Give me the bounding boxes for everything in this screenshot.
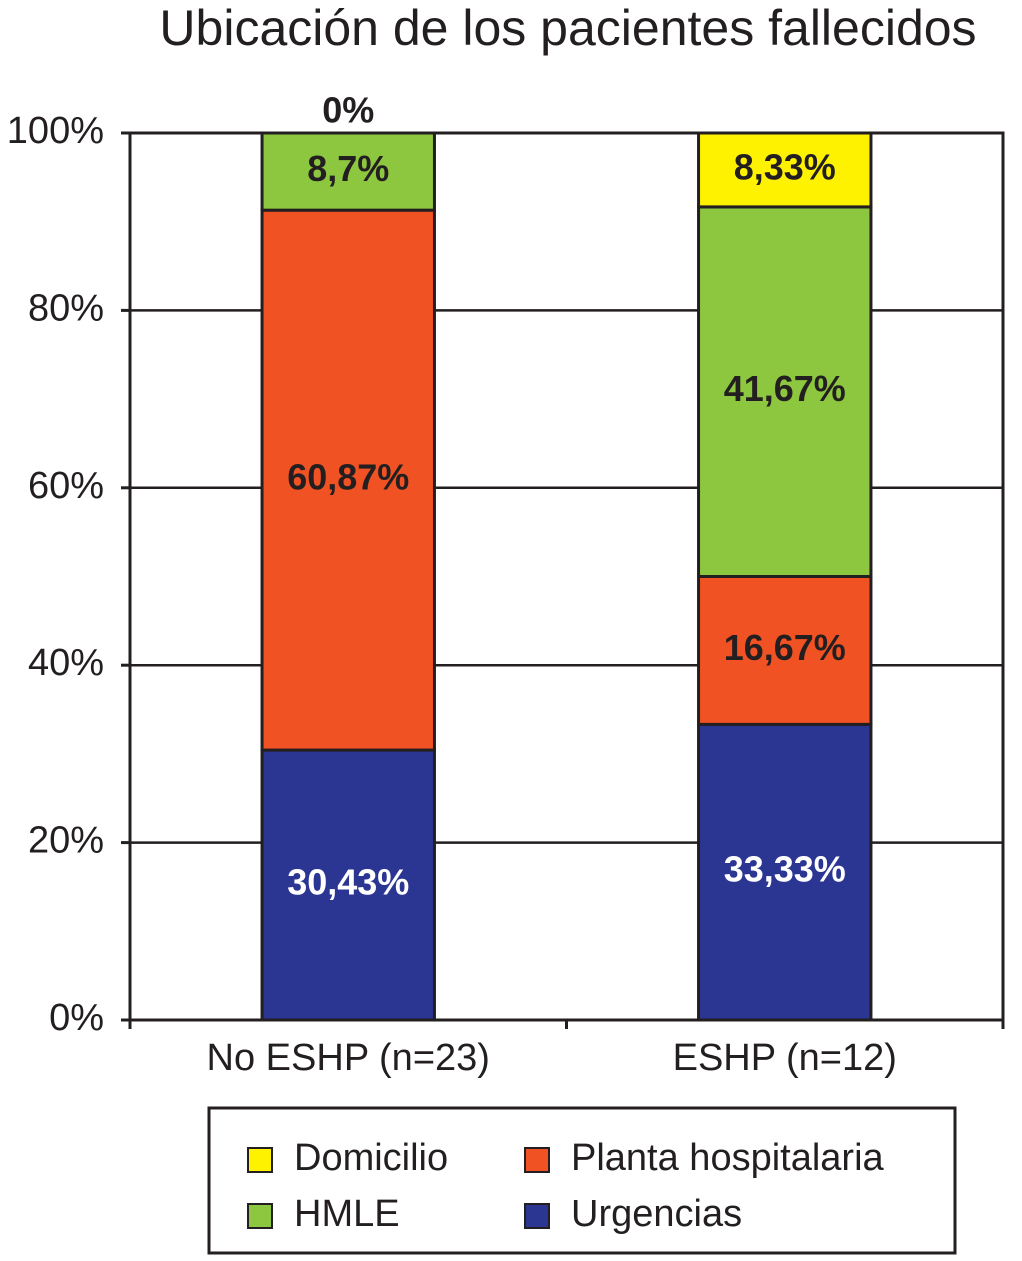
bar-segment (697, 722, 873, 1022)
legend-swatch (524, 1147, 550, 1173)
y-tick-label: 0% (49, 997, 104, 1039)
legend-swatch (247, 1203, 273, 1229)
legend-box (207, 1106, 957, 1255)
bar-segment (697, 575, 873, 726)
y-tick-label: 40% (28, 642, 104, 684)
value-label: 0% (322, 90, 374, 131)
value-label: 8,7% (307, 148, 389, 189)
value-label: 16,67% (724, 627, 846, 668)
bar-segment (697, 205, 873, 579)
legend-label: Urgencias (571, 1193, 742, 1235)
legend-label: Planta hospitalaria (571, 1137, 885, 1179)
value-label: 30,43% (287, 862, 409, 903)
legend-swatch (247, 1147, 273, 1173)
value-label: 33,33% (724, 849, 846, 890)
legend-label: Domicilio (294, 1137, 448, 1179)
bar-segment (697, 131, 873, 209)
value-label: 60,87% (287, 457, 409, 498)
value-label: 8,33% (734, 146, 836, 187)
legend-swatch (524, 1203, 550, 1229)
bar-segment (260, 131, 436, 212)
y-tick-label: 60% (28, 465, 104, 507)
y-tick-label: 20% (28, 820, 104, 862)
x-tick-label: ESHP (n=12) (673, 1037, 897, 1079)
legend-label: HMLE (294, 1193, 400, 1235)
y-tick-label: 100% (7, 110, 104, 152)
x-tick-label: No ESHP (n=23) (207, 1037, 490, 1079)
y-tick-label: 80% (28, 287, 104, 329)
value-label: 41,67% (724, 368, 846, 409)
chart-title: Ubicación de los pacientes fallecidos (159, 0, 976, 56)
